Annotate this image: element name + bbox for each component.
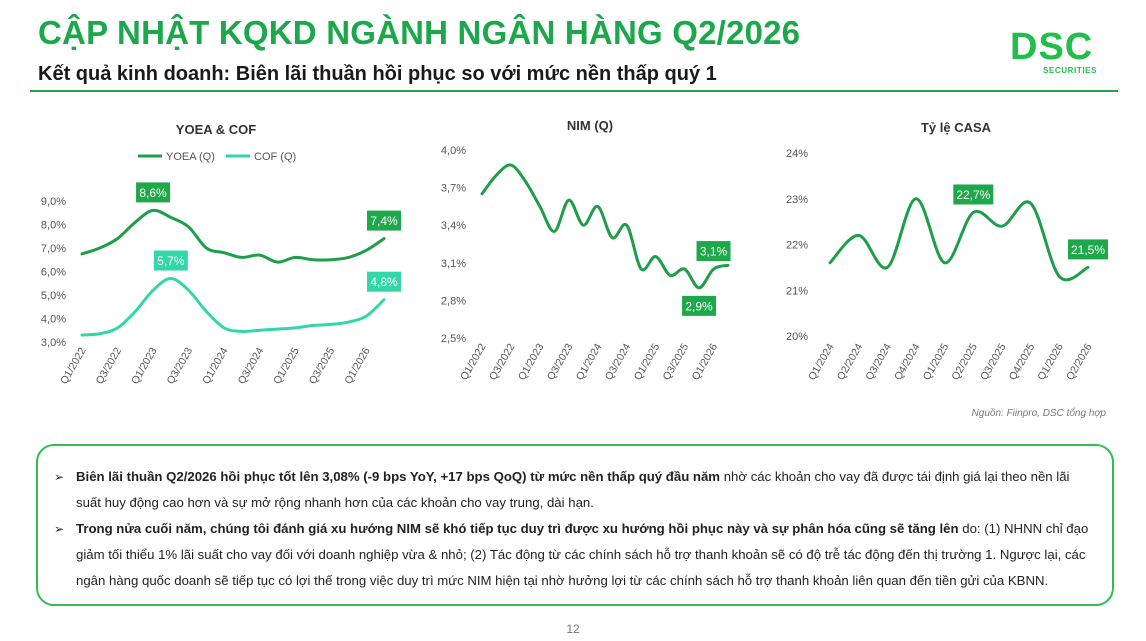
bullet-2-bold: Trong nửa cuối năm, chúng tôi đánh giá x… (76, 521, 959, 536)
y-tick-label: 6,0% (41, 267, 66, 279)
x-tick-label: Q1/2026 (342, 345, 373, 386)
x-tick-label: Q1/2024 (200, 345, 231, 386)
legend-label: YOEA (Q) (166, 151, 215, 163)
chart-yoea-cof: YOEA & COF 3,0% 4,0% 5,0% 6,0% 7,0% 8,0% 9,0% Q1… (41, 122, 401, 386)
bullet-1-bold: Biên lãi thuần Q2/2026 hồi phục tốt lên … (76, 469, 721, 484)
x-tick-label: Q1/2025 (632, 341, 663, 382)
x-tick-label: Q2/2025 (949, 341, 980, 382)
y-tick-label: 9,0% (41, 196, 66, 208)
data-label-box (153, 250, 188, 271)
series-line (80, 277, 386, 337)
data-label: 7,4% (370, 214, 398, 228)
y-tick-label: 3,7% (441, 183, 466, 195)
series-line (480, 163, 730, 290)
y-tick-label: 2,8% (441, 295, 466, 307)
series-line (828, 197, 1090, 282)
chart-title: YOEA & COF (176, 122, 256, 137)
series-line (80, 208, 386, 264)
x-tick-label: Q1/2023 (516, 341, 547, 382)
x-tick-label: Q3/2025 (307, 345, 338, 386)
chart-nim: NIM (Q)2,5%2,8%3,1%3,4%3,7%4,0%Q1/2022Q3… (441, 118, 731, 382)
arrow-bullet-icon: ➢ (54, 470, 65, 484)
data-label-box (367, 271, 401, 292)
chart-title: Tỷ lệ CASA (921, 120, 992, 135)
page-title: CẬP NHẬT KQKD NGÀNH NGÂN HÀNG Q2/2026 (38, 14, 801, 51)
y-tick-label: 7,0% (41, 243, 66, 255)
data-label: 21,5% (1071, 243, 1105, 257)
x-tick-label: Q3/2024 (603, 341, 634, 382)
page-subtitle: Kết quả kinh doanh: Biên lãi thuần hồi p… (38, 63, 717, 85)
y-tick-label: 2,5% (441, 333, 466, 345)
page-number: 12 (566, 622, 580, 636)
data-label-box (953, 184, 994, 205)
x-tick-label: Q3/2025 (978, 341, 1009, 382)
x-tick-label: Q3/2025 (661, 341, 692, 382)
bullet-1-text: nhờ các khoản cho vay đã được tái định g… (76, 469, 1070, 510)
x-tick-label: Q4/2025 (1007, 341, 1038, 382)
x-tick-label: Q4/2024 (892, 341, 923, 382)
data-label-box (1068, 239, 1108, 260)
y-tick-label: 8,0% (41, 220, 66, 232)
y-tick-label: 3,1% (441, 258, 466, 270)
x-tick-label: Q1/2023 (129, 345, 160, 386)
x-tick-label: Q1/2026 (690, 341, 721, 382)
data-label: 5,7% (157, 254, 185, 268)
y-tick-label: 20% (786, 331, 808, 343)
y-tick-label: 21% (786, 285, 808, 297)
chart-title: NIM (Q) (567, 118, 613, 133)
arrow-bullet-icon: ➢ (54, 522, 65, 536)
x-tick-label: Q3/2022 (487, 341, 518, 382)
x-tick-label: Q1/2022 (58, 345, 89, 386)
y-tick-label: 22% (786, 240, 808, 252)
bullet-2-text: do: (1) NHNN chỉ đạo giảm tối thiểu 1% l… (76, 521, 1089, 588)
x-tick-label: Q1/2025 (921, 341, 952, 382)
commentary-bullet-2: ➢ Trong nửa cuối năm, chúng tôi đánh giá… (54, 516, 1090, 594)
y-tick-label: 5,0% (41, 290, 66, 302)
y-tick-label: 4,0% (41, 314, 66, 326)
y-tick-label: 24% (786, 148, 808, 160)
logo-text: DSC (1010, 26, 1094, 68)
x-tick-label: Q2/2024 (835, 341, 866, 382)
x-tick-label: Q1/2024 (574, 341, 605, 382)
y-tick-label: 23% (786, 194, 808, 206)
x-tick-label: Q3/2023 (165, 345, 196, 386)
x-tick-label: Q3/2023 (545, 341, 576, 382)
x-tick-label: Q1/2026 (1035, 341, 1066, 382)
source-note: Nguồn: Fiinpro, DSC tổng hợp (971, 408, 1106, 419)
x-tick-label: Q1/2022 (458, 341, 489, 382)
dsc-logo: DSC SECURITIES (1010, 28, 1110, 78)
x-tick-label: Q1/2025 (271, 345, 302, 386)
x-tick-label: Q3/2024 (236, 345, 267, 386)
data-label: 4,8% (370, 275, 398, 289)
header-divider (30, 90, 1118, 92)
x-tick-label: Q3/2022 (94, 345, 125, 386)
y-tick-label: 3,4% (441, 220, 466, 232)
commentary-bullet-1: ➢ Biên lãi thuần Q2/2026 hồi phục tốt lê… (54, 464, 1090, 516)
legend-label: COF (Q) (254, 151, 296, 163)
y-tick-label: 3,0% (41, 337, 66, 349)
x-tick-label: Q3/2024 (863, 341, 894, 382)
commentary-box: ➢ Biên lãi thuần Q2/2026 hồi phục tốt lê… (36, 444, 1114, 606)
data-label: 3,1% (700, 245, 728, 259)
data-label: 22,7% (956, 188, 990, 202)
logo-subtext: SECURITIES (1043, 66, 1098, 75)
data-label: 2,9% (685, 299, 713, 313)
x-tick-label: Q1/2024 (806, 341, 837, 382)
data-label-box (682, 295, 717, 316)
x-tick-label: Q2/2026 (1064, 341, 1095, 382)
data-label-box (136, 182, 171, 203)
data-label-box (696, 241, 731, 262)
chart-casa: Tỷ lệ CASA20%21%22%23%24%Q1/2024Q2/2024Q… (786, 120, 1108, 382)
data-label: 8,6% (139, 186, 167, 200)
y-tick-label: 4,0% (441, 145, 466, 157)
data-label-box (367, 210, 401, 231)
